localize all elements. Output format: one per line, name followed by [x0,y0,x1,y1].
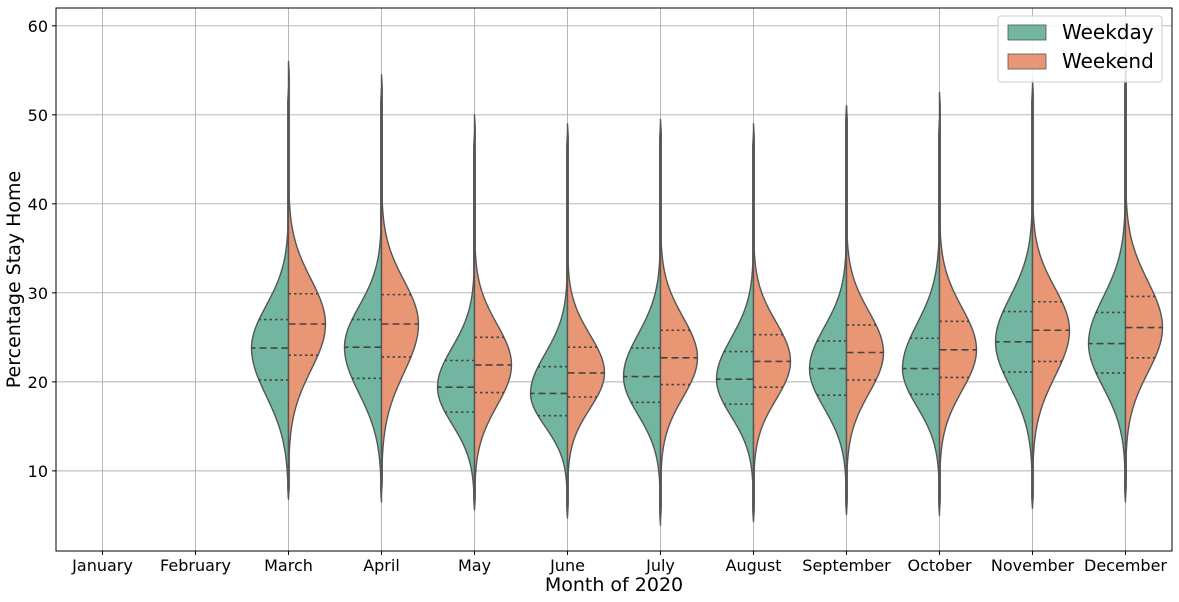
y-tick-label: 10 [28,462,48,481]
violin-body [1124,51,1164,499]
violin-half-weekday [343,87,383,503]
legend-label-weekend: Weekend [1062,49,1154,73]
x-tick-label: April [363,556,400,575]
y-tick-label: 50 [28,106,48,125]
y-tick-label: 20 [28,373,48,392]
violin-body [659,118,699,520]
x-axis-label: Month of 2020 [545,574,683,596]
violin-body [287,60,327,499]
plot-frame [55,7,1173,552]
x-tick-label: February [160,556,231,575]
y-tick-label: 40 [28,195,48,214]
violin-half-weekday [529,131,569,519]
violin-half-weekday [622,123,662,526]
grid-layer [56,8,1172,551]
x-tick-label: January [71,556,133,575]
violin-body [436,131,476,511]
violin-half-weekend [1031,78,1071,508]
violin-body [1087,69,1127,503]
violin-body [343,87,383,503]
violin-half-weekend [287,60,327,499]
legend: Weekday Weekend [997,15,1163,83]
violin-body [380,74,420,494]
y-tick-label: 30 [28,284,48,303]
y-tick-label: 60 [28,17,48,36]
violin-body [752,123,792,521]
violin-body [938,91,978,512]
violin-body [901,118,941,517]
violin-half-weekday [436,131,476,511]
violin-body [715,131,755,523]
violin-body [994,87,1034,509]
x-tick-label: November [991,556,1075,575]
violin-half-weekend [566,123,606,517]
x-tick-label: June [549,556,585,575]
x-tick-label: October [907,556,971,575]
violin-body [1031,78,1071,508]
violin-half-weekday [250,87,290,501]
x-tick-label: December [1084,556,1167,575]
x-tick-label: August [726,556,782,575]
violin-half-weekday [715,131,755,523]
violin-body [845,105,885,514]
violin-half-weekend [938,91,978,512]
violin-half-weekend [380,74,420,494]
violin-half-weekday [1087,69,1127,503]
violin-body [566,123,606,517]
violin-half-weekday [901,118,941,517]
y-axis-label: Percentage Stay Home [3,171,25,388]
violin-layer [250,51,1164,526]
violin-half-weekend [1124,51,1164,499]
violin-half-weekend [752,123,792,521]
legend-swatch-weekday [1007,24,1047,41]
violin-half-weekend [473,114,513,509]
y-tick-layer: 10 20 30 40 50 60 [28,17,56,481]
x-tick-layer: January February March April May June July Augu… [71,551,1167,575]
violin-body [622,123,662,526]
violin-body [529,131,569,519]
x-tick-label: September [802,556,891,575]
x-tick-label: May [458,556,491,575]
legend-label-weekday: Weekday [1062,20,1154,44]
violin-half-weekday [994,87,1034,509]
violin-body [250,87,290,501]
violin-half-weekend [845,105,885,514]
x-tick-label: July [645,556,675,575]
violin-body [808,105,848,516]
x-tick-label: March [264,556,313,575]
violin-body [473,114,513,509]
legend-swatch-weekend [1007,53,1047,70]
violin-half-weekend [659,118,699,520]
violin-half-weekday [808,105,848,516]
